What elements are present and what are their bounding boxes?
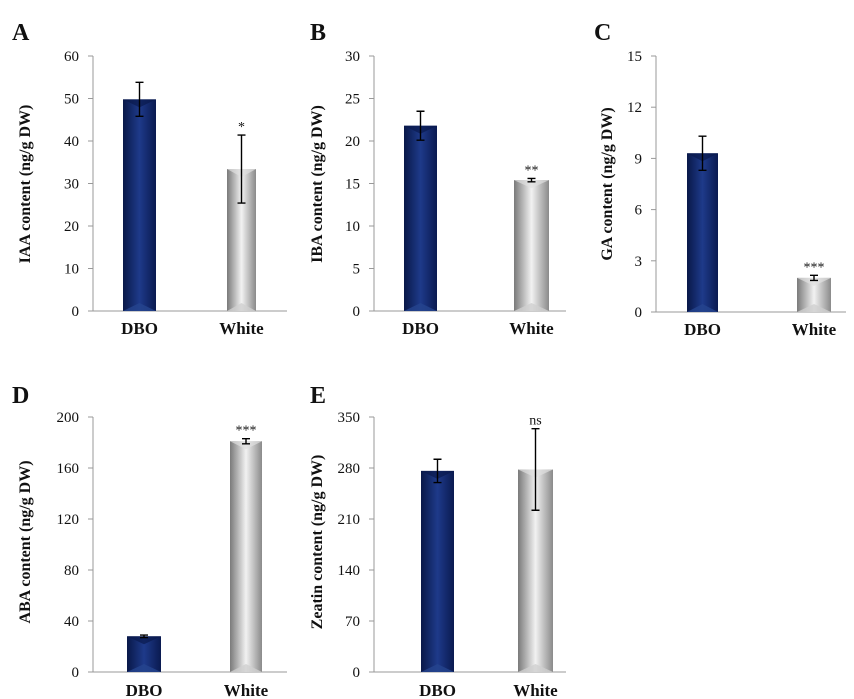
panel-e-bar-bevel-bottom: [421, 664, 454, 672]
panel-c-tick-label: 0: [635, 305, 643, 321]
panel-c-bar-bevel-bottom: [687, 304, 718, 312]
panel-c-error-bar: [810, 274, 818, 282]
panel-d-bar-bevel-bottom: [127, 664, 161, 672]
panel-e-tick-label: 70: [345, 614, 360, 630]
panel-c-tick-label: 15: [627, 49, 642, 65]
panel-b-tick-label: 15: [345, 177, 360, 193]
panel-c-tick-label: 9: [635, 151, 643, 167]
panel-b-tick-label: 20: [345, 134, 360, 150]
panel-b-tick-label: 5: [353, 262, 361, 278]
panel-a-y-label: IAA content (ng/g DW): [17, 105, 34, 264]
panel-a-tick-label: 0: [72, 304, 80, 320]
panel-e-bar-bevel-bottom: [518, 664, 553, 672]
panel-c-y-label: GA content (ng/g DW): [599, 107, 616, 260]
panel-d-tick-label: 80: [64, 563, 79, 579]
panel-a-bar-bevel-bottom: [227, 303, 256, 311]
panel-d-category-label: DBO: [126, 681, 163, 699]
panel-c-bar-dbo: [687, 153, 718, 312]
panel-e-error-bar: [531, 427, 540, 511]
panel-d-letter: D: [12, 383, 29, 409]
panel-e-error-bar: [433, 458, 442, 484]
panel-a-error-bar: [135, 81, 144, 118]
panel-d-error-bar: [242, 437, 250, 445]
panel-a-tick-label: 60: [64, 49, 79, 65]
panel-a-bar-bevel-bottom: [123, 303, 156, 311]
panel-b-category-label: DBO: [402, 319, 439, 338]
panel-a-tick-label: 50: [64, 92, 79, 108]
panel-a-letter: A: [12, 20, 30, 46]
panel-b-tick-label: 10: [345, 219, 360, 235]
panel-c-bar-bevel-top: [797, 277, 831, 286]
panel-a-category-label: DBO: [121, 319, 158, 338]
panel-e-tick-label: 0: [353, 665, 361, 681]
panel-c-tick-label: 6: [635, 203, 643, 219]
panel-a-bar-dbo: [123, 99, 156, 311]
panel-c-category-label: White: [792, 320, 837, 339]
panel-d-bar-bevel-bottom: [230, 664, 262, 672]
panel-b-bar-white: [514, 180, 549, 311]
panel-b-bar-bevel-bottom: [514, 303, 549, 311]
panel-d-tick-label: 200: [57, 410, 80, 426]
panel-a-tick-label: 30: [64, 177, 79, 193]
panel-c-category-label: DBO: [684, 320, 721, 339]
panel-b-tick-label: 0: [353, 304, 361, 320]
panel-d-y-label: ABA content (ng/g DW): [17, 460, 34, 623]
panel-e-letter: E: [310, 383, 326, 409]
panel-a-error-bar: [237, 134, 246, 204]
panel-c-letter: C: [594, 20, 611, 46]
panel-b-error-bar: [527, 177, 536, 183]
panel-a-tick-label: 10: [64, 262, 79, 278]
panel-d-error-bar: [140, 634, 148, 639]
panel-d-significance: ***: [236, 424, 257, 439]
panel-b-category-label: White: [509, 319, 554, 338]
panel-a-tick-label: 20: [64, 219, 79, 235]
panel-b-y-label: IBA content (ng/g DW): [309, 105, 326, 263]
panel-d-bar-bevel-top: [127, 636, 161, 645]
panel-d-tick-label: 160: [57, 461, 80, 477]
panel-e-tick-label: 280: [338, 461, 361, 477]
panel-e-bar-dbo: [421, 470, 454, 672]
panel-b-bar-bevel-bottom: [404, 303, 437, 311]
panel-e-tick-label: 210: [338, 512, 361, 528]
panel-e-tick-label: 350: [338, 410, 361, 426]
panel-e-category-label: White: [513, 681, 558, 699]
panel-d-bar-bevel-top: [230, 441, 262, 450]
panel-e-y-label: Zeatin content (ng/g DW): [309, 455, 326, 630]
panel-a-significance: *: [238, 120, 245, 135]
panel-c-tick-label: 3: [635, 254, 643, 270]
panel-b-letter: B: [310, 20, 326, 46]
panel-b-significance: **: [525, 163, 539, 178]
panel-c-tick-label: 12: [627, 100, 642, 116]
panel-c-bar-bevel-bottom: [797, 304, 831, 312]
panel-d-bar-white: [230, 441, 262, 672]
panel-e-tick-label: 140: [338, 563, 361, 579]
panel-c-error-bar: [698, 135, 707, 172]
panel-d-tick-label: 120: [57, 512, 80, 528]
panel-d-category-label: White: [224, 681, 269, 699]
panel-a-tick-label: 40: [64, 134, 79, 150]
panel-b-error-bar: [416, 110, 425, 141]
panel-b-bar-dbo: [404, 125, 437, 311]
panel-b-tick-label: 30: [345, 49, 360, 65]
panel-b-tick-label: 25: [345, 92, 360, 108]
panel-a-category-label: White: [219, 319, 264, 338]
panel-e-category-label: DBO: [419, 681, 456, 699]
panel-b-bar-bevel-top: [514, 180, 549, 189]
panel-d-tick-label: 0: [72, 665, 80, 681]
panel-d-tick-label: 40: [64, 614, 79, 630]
panel-c-significance: ***: [804, 260, 825, 275]
panel-e-significance: ns: [529, 414, 541, 429]
